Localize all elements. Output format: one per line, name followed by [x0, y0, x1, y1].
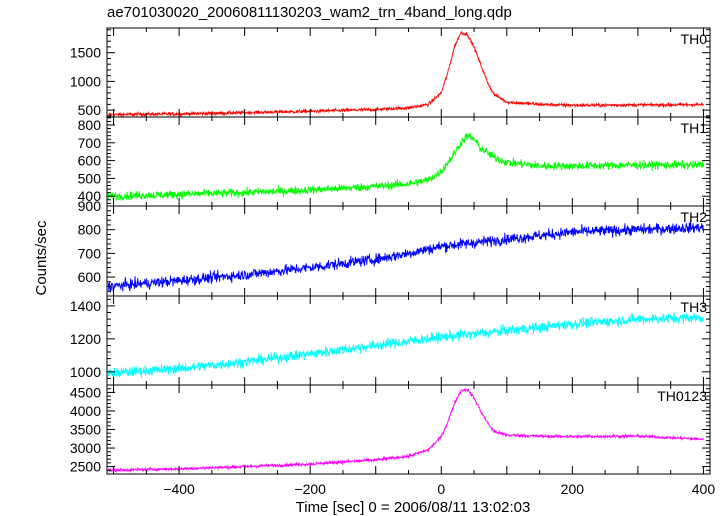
- y-tick-label: 1000: [70, 73, 101, 89]
- panel-label: TH1: [681, 120, 708, 136]
- y-tick-label: 1200: [70, 331, 101, 347]
- y-tick-label: 1400: [70, 298, 101, 314]
- y-tick-label: 2500: [70, 459, 101, 475]
- y-tick-label: 600: [78, 269, 102, 285]
- y-tick-label: 800: [78, 117, 102, 133]
- panel-label: TH0: [681, 31, 708, 47]
- y-tick-label: 4000: [70, 403, 101, 419]
- x-tick-label: −400: [163, 481, 195, 497]
- y-tick-label: 1000: [70, 364, 101, 380]
- y-tick-label: 500: [78, 102, 102, 118]
- panel-th3: 1000 1200 1400 TH3: [70, 295, 711, 386]
- y-tick-label: 4500: [70, 384, 101, 400]
- y-tick-label: 400: [78, 188, 102, 204]
- x-tick-label: 200: [561, 481, 585, 497]
- x-tick-label: −200: [294, 481, 326, 497]
- series-line-th1: [107, 132, 704, 202]
- panel-frame: [106, 116, 711, 207]
- panel-label: TH2: [681, 209, 708, 225]
- series-line-th3: [107, 312, 704, 378]
- panel-th2: 600 700 800 900 TH2: [78, 198, 711, 297]
- y-tick-label: 900: [78, 198, 102, 214]
- chart-title: ae701030020_20060811130203_wam2_trn_4ban…: [107, 4, 512, 21]
- x-tick-label: 0: [437, 481, 445, 497]
- y-tick-label: 600: [78, 153, 102, 169]
- y-tick-label: 1500: [70, 45, 101, 61]
- panel-frame: [106, 27, 711, 118]
- series-line-th0123: [107, 388, 704, 474]
- y-tick-label: 700: [78, 135, 102, 151]
- x-tick-label: 400: [692, 481, 716, 497]
- series-line-th0: [108, 30, 704, 117]
- panel-frame: [106, 384, 711, 475]
- x-axis-label: Time [sec] 0 = 2006/08/11 13:02:03: [296, 499, 531, 516]
- panel-label: TH3: [681, 299, 708, 315]
- panel-label: TH0123: [657, 388, 707, 404]
- x-axis: −400 −200 0 200 400: [163, 481, 715, 497]
- y-tick-label: 800: [78, 222, 102, 238]
- y-tick-label: 3000: [70, 440, 101, 456]
- series-line-th2: [107, 221, 704, 293]
- y-axis-label: Counts/sec: [33, 220, 50, 296]
- panel-th0: 500 1000 1500 TH0: [70, 27, 711, 118]
- panel-frame: [106, 205, 711, 297]
- y-tick-label: 700: [78, 245, 102, 261]
- y-tick-label: 500: [78, 170, 102, 186]
- panel-th0123: 2500 3000 3500 4000 4500 TH0123: [70, 384, 711, 475]
- y-tick-label: 3500: [70, 422, 101, 438]
